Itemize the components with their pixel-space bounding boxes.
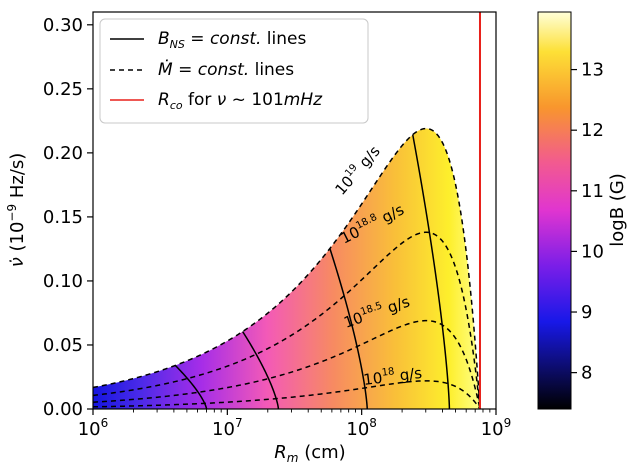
y-tick-label-0: 0.00 — [43, 399, 83, 420]
x-axis-label: Rm (cm) — [274, 442, 345, 465]
mdot-curve-1 — [92, 231, 481, 410]
y-tick-label-4: 0.20 — [43, 143, 83, 164]
colorbar-ticks: 8 9 10 11 12 13 — [571, 60, 604, 384]
mdot-curve-0 — [92, 127, 481, 410]
bns-line-3 — [412, 134, 451, 410]
colorbar-label: logB (G) — [607, 173, 628, 247]
plot-frame — [92, 11, 497, 410]
colorbar-tick-label-5: 13 — [581, 60, 604, 81]
x-tick-label-3: 109 — [481, 416, 512, 440]
y-tick-label-6: 0.30 — [43, 15, 83, 36]
mdot-curves — [92, 127, 481, 410]
colorbar-tick-label-4: 12 — [581, 120, 604, 141]
mdot-label-3: 1018 g/s — [362, 363, 423, 389]
bns-line-2 — [329, 248, 368, 410]
bns-lines — [174, 134, 451, 410]
y-axis-label: ν̇ (10−9 Hz/s) — [5, 153, 28, 268]
colorbar-tick-label-0: 8 — [581, 363, 592, 384]
x-axis-ticks: 106 107 108 109 — [78, 409, 512, 440]
mdot-curve-2 — [92, 319, 481, 410]
y-axis-ticks: 0.00 0.05 0.10 0.15 0.20 0.25 0.30 — [43, 15, 93, 420]
mdot-curve-3 — [92, 380, 481, 410]
x-tick-label-2: 108 — [346, 416, 377, 440]
y-tick-label-5: 0.25 — [43, 79, 83, 100]
legend: BNS = const. lines Ṁ = const. lines Rco fo… — [99, 18, 369, 124]
legend-label-0: BNS = const. lines — [158, 29, 306, 51]
y-tick-label-1: 0.05 — [43, 335, 83, 356]
legend-label-2: Rco for ν ~ 101mHz — [158, 90, 323, 112]
legend-box — [99, 18, 369, 124]
colorbar-tick-label-3: 11 — [581, 181, 604, 202]
bns-line-0 — [174, 364, 208, 410]
legend-label-1: Ṁ = const. lines — [158, 59, 294, 80]
colorbar-tick-label-1: 9 — [581, 302, 592, 323]
y-tick-label-3: 0.15 — [43, 207, 83, 228]
bns-line-1 — [242, 331, 280, 410]
y-tick-label-2: 0.10 — [43, 271, 83, 292]
magnetic-field-color-region — [93, 128, 480, 409]
colorbar-gradient — [537, 11, 572, 410]
x-tick-label-0: 106 — [78, 416, 109, 440]
colorbar: 8 9 10 11 12 13 logB (G) — [537, 11, 628, 410]
x-tick-label-1: 107 — [212, 416, 243, 440]
colorbar-tick-label-2: 10 — [581, 241, 604, 262]
